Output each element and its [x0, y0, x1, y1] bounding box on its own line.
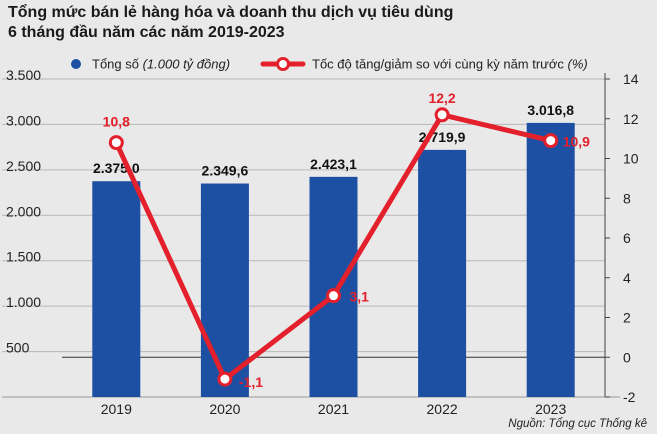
x-axis-tick-label: 2019	[101, 401, 132, 417]
growth-data-label: -1,1	[239, 374, 263, 390]
growth-point	[434, 107, 450, 123]
left-axis-tick-label: 3.500	[6, 67, 41, 83]
legend-line-label-unit: (%)	[568, 57, 588, 72]
growth-point	[108, 135, 124, 151]
bar	[309, 176, 358, 397]
bar-data-label: 3.016,8	[527, 102, 574, 118]
growth-data-label: 3,1	[350, 289, 370, 305]
right-axis-tick-label: 8	[623, 190, 631, 206]
growth-data-label: 10,8	[103, 114, 130, 130]
left-axis-tick-label: 1.000	[6, 294, 41, 310]
left-axis-tick-label: 2.500	[6, 158, 41, 174]
legend-bar-label-unit: (1.000 tỷ đồng)	[143, 57, 230, 72]
left-axis-tick-label: 3.000	[6, 112, 41, 128]
right-axis-tick-label: 0	[623, 349, 631, 365]
bar	[200, 183, 249, 397]
bar-data-label: 2.349,6	[202, 163, 249, 179]
right-axis-tick-label: 6	[623, 230, 631, 246]
x-axis-tick-label: 2022	[427, 401, 458, 417]
legend-line-label: Tốc độ tăng/giảm so với cùng kỳ năm trướ…	[312, 57, 588, 72]
right-axis-tick-label: 2	[623, 310, 631, 326]
bar	[418, 149, 467, 397]
chart-title: Tổng mức bán lẻ hàng hóa và doanh thu dị…	[8, 3, 628, 43]
bar	[526, 122, 575, 398]
right-axis-tick-label: 14	[623, 71, 639, 87]
legend-line-point	[276, 57, 290, 71]
bar-data-label: 2.423,1	[310, 156, 357, 172]
growth-point	[326, 288, 341, 304]
legend-bar-marker	[71, 59, 81, 69]
growth-point	[543, 133, 559, 149]
legend-bar-label: Tổng số (1.000 tỷ đồng)	[92, 57, 230, 72]
x-axis-tick-label: 2020	[209, 401, 240, 417]
chart-title-line-2: 6 tháng đầu năm các năm 2019-2023	[8, 24, 285, 41]
legend-line-label-main: Tốc độ tăng/giảm so với cùng kỳ năm trướ…	[312, 57, 568, 72]
source-note: Nguồn: Tổng cục Thống kê	[508, 418, 647, 430]
x-axis-tick-label: 2023	[535, 401, 566, 417]
growth-data-label: 10,9	[563, 134, 590, 150]
right-axis-tick-label: 12	[623, 111, 639, 127]
growth-data-label: 12,2	[428, 90, 455, 106]
left-axis-tick-label: 1.500	[6, 249, 41, 265]
growth-point	[217, 371, 233, 387]
legend-bar-label-main: Tổng số	[92, 57, 143, 72]
bar	[92, 181, 141, 397]
x-axis-tick-label: 2021	[318, 401, 349, 417]
right-axis-tick-label: 10	[623, 151, 639, 167]
right-axis-tick-label: 4	[623, 270, 631, 286]
left-axis-tick-label: 2.000	[6, 203, 41, 219]
right-axis-tick-label: -2	[623, 389, 636, 405]
left-axis-tick-label: 500	[6, 340, 30, 356]
chart-title-line-1: Tổng mức bán lẻ hàng hóa và doanh thu dị…	[8, 4, 454, 21]
